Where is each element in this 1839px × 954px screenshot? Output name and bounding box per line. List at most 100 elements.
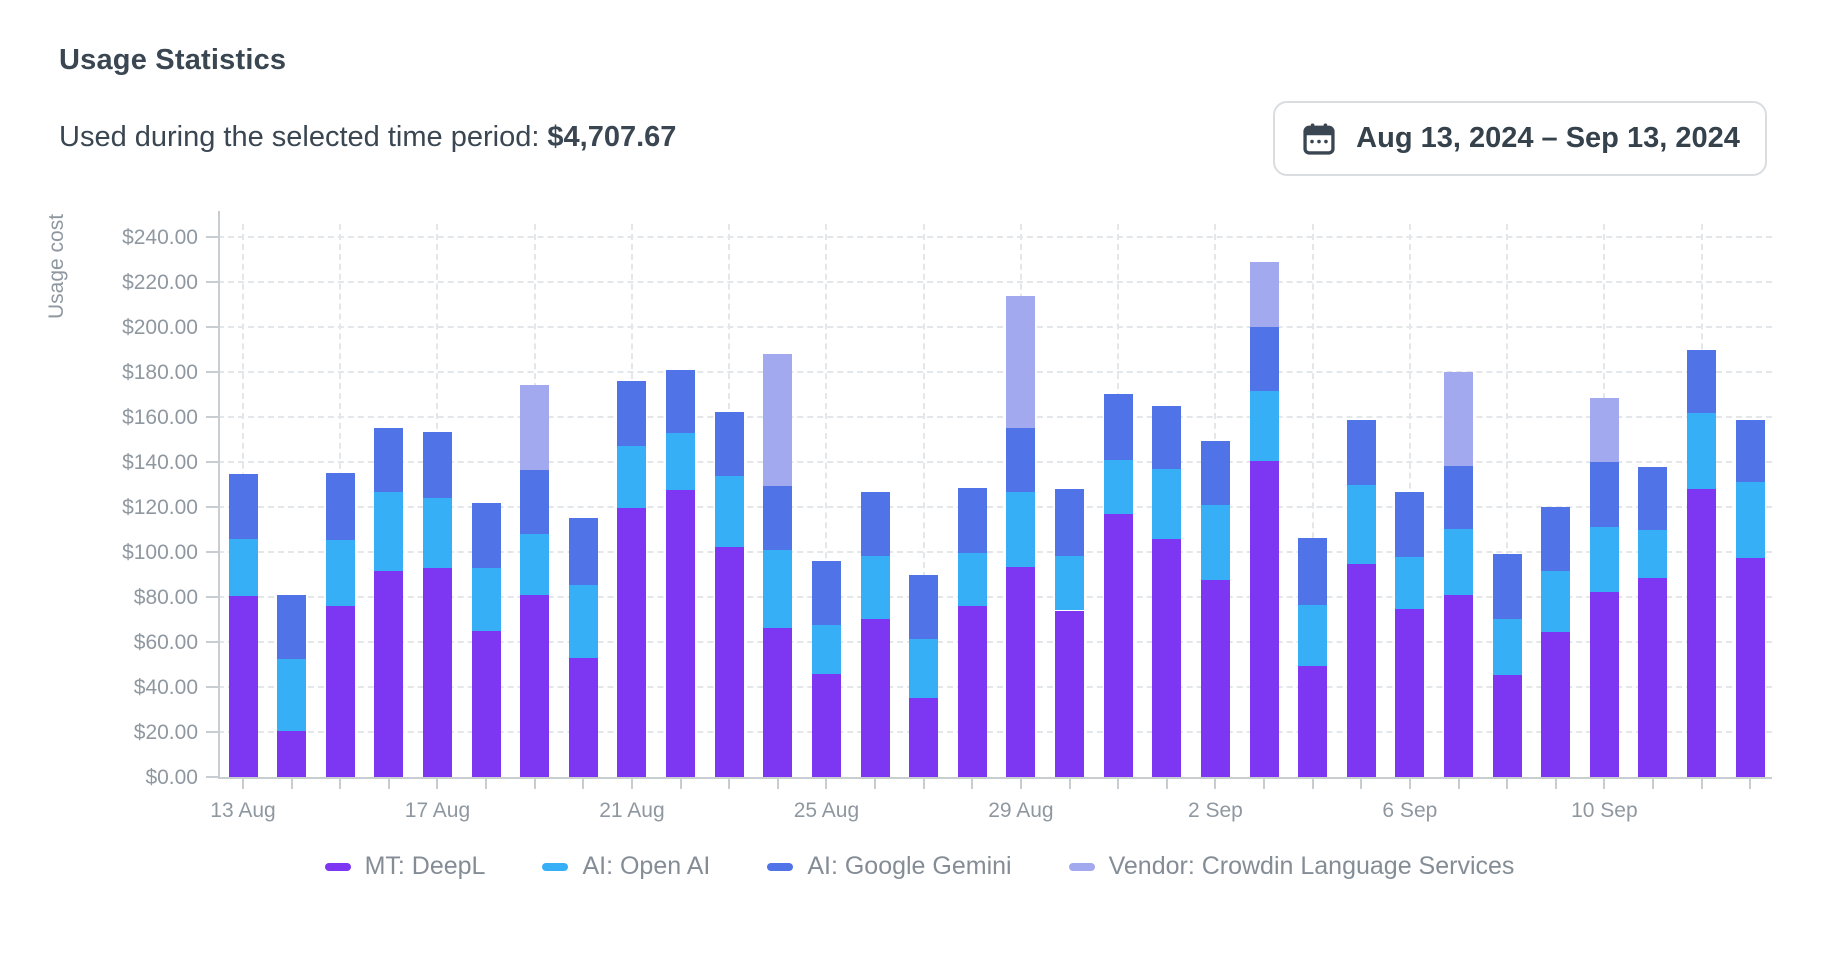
bar-segment[interactable] xyxy=(714,475,744,548)
bar-segment[interactable] xyxy=(471,631,501,777)
bar-segment[interactable] xyxy=(860,491,890,556)
bar-segment[interactable] xyxy=(763,627,793,777)
legend-item[interactable]: AI: Google Gemini xyxy=(767,852,1012,881)
bar-segment[interactable] xyxy=(1735,419,1765,483)
bar-segment[interactable] xyxy=(374,571,404,777)
bar-segment[interactable] xyxy=(325,540,355,607)
bar-segment[interactable] xyxy=(568,584,598,658)
bar-segment[interactable] xyxy=(1395,556,1425,609)
bar-segment[interactable] xyxy=(1006,492,1036,568)
bar-segment[interactable] xyxy=(1200,580,1230,777)
bar-segment[interactable] xyxy=(1298,605,1328,667)
bar-segment[interactable] xyxy=(909,575,939,639)
bar-segment[interactable] xyxy=(325,606,355,777)
bar-segment[interactable] xyxy=(1492,674,1522,777)
bar-segment[interactable] xyxy=(1055,610,1085,777)
bar-segment[interactable] xyxy=(1152,539,1182,777)
bar-segment[interactable] xyxy=(422,568,452,777)
legend-item[interactable]: Vendor: Crowdin Language Services xyxy=(1068,852,1514,881)
bar-segment[interactable] xyxy=(1638,467,1668,531)
bar-segment[interactable] xyxy=(1249,261,1279,327)
bar-segment[interactable] xyxy=(1444,595,1473,777)
bar-segment[interactable] xyxy=(714,411,744,476)
bar-segment[interactable] xyxy=(1492,553,1522,619)
bar-segment[interactable] xyxy=(471,503,501,569)
bar-segment[interactable] xyxy=(1492,618,1522,675)
bar-segment[interactable] xyxy=(568,657,598,777)
bar-segment[interactable] xyxy=(1103,514,1133,777)
bar-segment[interactable] xyxy=(860,555,890,619)
bar-segment[interactable] xyxy=(811,561,841,626)
bar-segment[interactable] xyxy=(1346,563,1376,777)
bar-segment[interactable] xyxy=(666,432,696,491)
bar-segment[interactable] xyxy=(1103,459,1133,515)
bar-segment[interactable] xyxy=(909,698,939,777)
legend-item[interactable]: AI: Open AI xyxy=(542,852,710,881)
date-range-button[interactable]: Aug 13, 2024 – Sep 13, 2024 xyxy=(1273,101,1767,176)
bar-segment[interactable] xyxy=(1055,555,1085,611)
bar-segment[interactable] xyxy=(811,625,841,674)
bar-segment[interactable] xyxy=(1444,465,1473,530)
bar-segment[interactable] xyxy=(471,568,501,632)
bar-segment[interactable] xyxy=(1006,567,1036,777)
bar-segment[interactable] xyxy=(1541,571,1571,633)
bar-segment[interactable] xyxy=(1638,577,1668,777)
bar-segment[interactable] xyxy=(1687,488,1717,777)
bar-segment[interactable] xyxy=(617,380,647,446)
bar-segment[interactable] xyxy=(1346,484,1376,564)
bar-segment[interactable] xyxy=(520,595,550,777)
bar-segment[interactable] xyxy=(1152,405,1182,470)
bar-segment[interactable] xyxy=(1395,492,1425,557)
bar-segment[interactable] xyxy=(1541,632,1571,777)
bar-segment[interactable] xyxy=(1055,489,1085,556)
bar-segment[interactable] xyxy=(1589,398,1619,463)
bar-segment[interactable] xyxy=(1006,427,1036,493)
bar-segment[interactable] xyxy=(957,552,987,606)
bar-segment[interactable] xyxy=(1249,461,1279,777)
bar-segment[interactable] xyxy=(909,638,939,699)
bar-segment[interactable] xyxy=(1200,505,1230,581)
bar-segment[interactable] xyxy=(666,369,696,433)
bar-segment[interactable] xyxy=(1103,394,1133,460)
bar-segment[interactable] xyxy=(1589,527,1619,593)
bar-segment[interactable] xyxy=(1589,462,1619,528)
bar-segment[interactable] xyxy=(1298,538,1328,606)
bar-segment[interactable] xyxy=(1541,507,1571,572)
bar-segment[interactable] xyxy=(1444,529,1473,596)
bar-segment[interactable] xyxy=(277,595,307,660)
bar-segment[interactable] xyxy=(568,518,598,585)
bar-segment[interactable] xyxy=(860,618,890,777)
bar-segment[interactable] xyxy=(763,485,793,551)
bar-segment[interactable] xyxy=(325,473,355,541)
bar-segment[interactable] xyxy=(422,432,452,498)
bar-segment[interactable] xyxy=(228,473,258,539)
bar-segment[interactable] xyxy=(1006,295,1036,428)
bar-segment[interactable] xyxy=(422,497,452,569)
bar-segment[interactable] xyxy=(228,538,258,597)
bar-segment[interactable] xyxy=(1589,592,1619,777)
bar-segment[interactable] xyxy=(1249,390,1279,462)
bar-segment[interactable] xyxy=(714,547,744,777)
bar-segment[interactable] xyxy=(1687,413,1717,489)
legend-item[interactable]: MT: DeepL xyxy=(324,852,485,881)
bar-segment[interactable] xyxy=(957,605,987,777)
bar-segment[interactable] xyxy=(1152,469,1182,540)
bar-segment[interactable] xyxy=(228,596,258,777)
bar-segment[interactable] xyxy=(520,534,550,596)
bar-segment[interactable] xyxy=(374,491,404,572)
bar-segment[interactable] xyxy=(277,731,307,777)
bar-segment[interactable] xyxy=(374,428,404,492)
bar-segment[interactable] xyxy=(617,508,647,777)
bar-segment[interactable] xyxy=(1638,530,1668,578)
bar-segment[interactable] xyxy=(1249,327,1279,391)
bar-segment[interactable] xyxy=(1687,349,1717,414)
bar-segment[interactable] xyxy=(1346,420,1376,485)
bar-segment[interactable] xyxy=(763,354,793,486)
bar-segment[interactable] xyxy=(957,487,987,553)
bar-segment[interactable] xyxy=(763,550,793,628)
bar-segment[interactable] xyxy=(1735,557,1765,777)
bar-segment[interactable] xyxy=(520,385,550,470)
bar-segment[interactable] xyxy=(1444,371,1473,466)
bar-segment[interactable] xyxy=(1735,482,1765,558)
bar-segment[interactable] xyxy=(1395,608,1425,777)
